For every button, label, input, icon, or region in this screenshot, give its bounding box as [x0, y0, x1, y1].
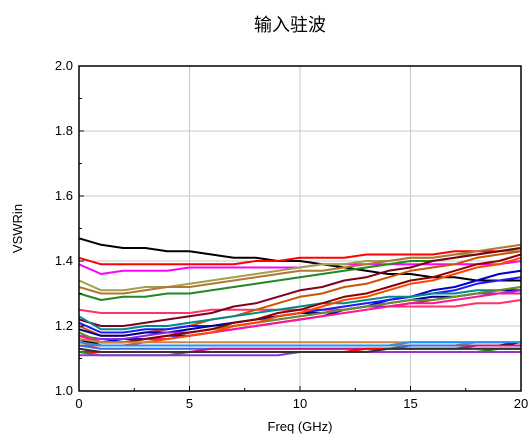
x-tick-label: 15	[403, 396, 417, 411]
y-tick-label: 2.0	[55, 58, 73, 73]
x-tick-label: 0	[75, 396, 82, 411]
y-tick-label: 1.8	[55, 123, 73, 138]
x-tick-label: 20	[514, 396, 528, 411]
series-line-8	[78, 247, 522, 327]
series-line-5	[78, 243, 522, 295]
y-tick-label: 1.2	[55, 318, 73, 333]
x-axis-label: Freq (GHz)	[268, 419, 333, 434]
y-tick-label: 1.4	[55, 253, 73, 268]
series-line-1	[78, 237, 521, 282]
series-line-18	[79, 256, 522, 347]
series-line-12	[78, 286, 522, 331]
series-line-16	[78, 292, 521, 344]
series-line-2	[78, 247, 522, 266]
chart-title: 输入驻波	[254, 15, 326, 36]
series-line-28	[78, 341, 521, 347]
series-line-9	[78, 250, 522, 337]
plot-lines	[78, 237, 522, 357]
x-tick-label: 5	[186, 396, 193, 411]
y-tick-label: 1.0	[55, 383, 73, 398]
y-tick-label: 1.6	[55, 188, 73, 203]
y-axis-label: VSWRin	[10, 204, 25, 253]
series-line-17	[79, 253, 522, 344]
axis-ticks: 0 5 10 15 20 1.0 1.2 1.4 1.6 1.8 2.0	[55, 58, 528, 411]
series-line-26	[78, 347, 521, 353]
x-tick-label: 10	[293, 396, 307, 411]
